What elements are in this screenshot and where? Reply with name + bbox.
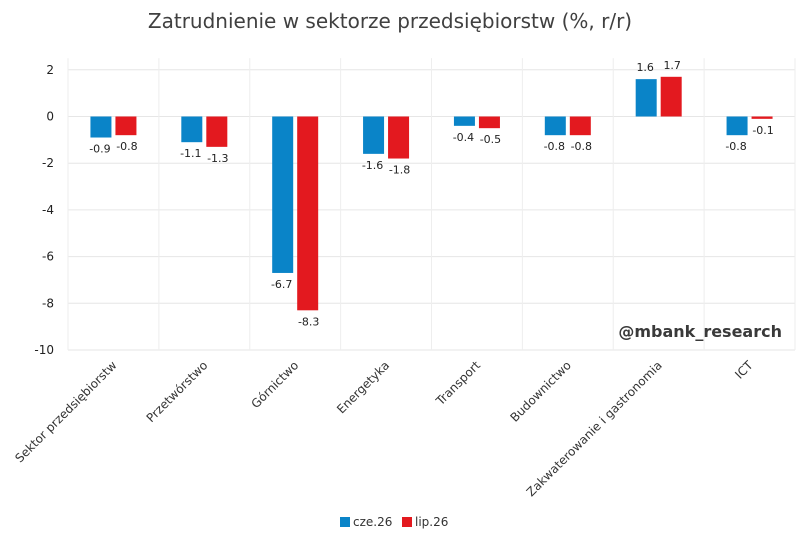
legend-swatch (402, 517, 412, 527)
legend-label: cze.26 (353, 515, 392, 529)
y-tick-label: -4 (42, 203, 54, 217)
x-tick-label: Przetwórstwo (144, 358, 211, 425)
data-label: -6.7 (271, 278, 292, 291)
legend-label: lip.26 (415, 515, 448, 529)
chart-title: Zatrudnienie w sektorze przedsiębiorstw … (148, 9, 632, 33)
watermark: @mbank_research (618, 322, 782, 341)
bar-lip.26 (478, 116, 500, 129)
data-label: -0.8 (116, 140, 137, 153)
data-label: -0.9 (89, 143, 110, 156)
data-label: -1.3 (207, 152, 228, 165)
y-tick-label: -8 (42, 296, 54, 310)
data-label: -0.8 (725, 140, 746, 153)
y-tick-label: 2 (46, 63, 54, 77)
x-tick-label: Sektor przedsiębiorstw (12, 358, 119, 465)
bar-cze.26 (90, 116, 112, 138)
bar-lip.26 (569, 116, 591, 136)
bar-cze.26 (181, 116, 203, 143)
bar-lip.26 (115, 116, 137, 136)
data-label: -0.8 (544, 140, 565, 153)
data-labels: -0.9 -0.8 -1.1 -1.3 -6.7 -8.3 -1.6 -1.8 -0.4 -0.5… (89, 59, 774, 328)
legend-swatch (340, 517, 350, 527)
y-tick-label: 0 (46, 110, 54, 124)
x-tick-label: Transport (433, 358, 484, 409)
bar-cze.26 (544, 116, 566, 136)
bar-lip.26 (388, 116, 410, 159)
legend: cze.26 lip.26 (340, 515, 448, 529)
x-tick-label: ICT (732, 358, 756, 382)
bar-cze.26 (635, 79, 657, 117)
y-axis: 2 0 -2 -4 -6 -8 -10 (34, 63, 54, 357)
data-label: -1.6 (362, 159, 383, 172)
y-tick-label: -2 (42, 156, 54, 170)
plot-area (90, 76, 773, 311)
data-label: -0.5 (480, 133, 501, 146)
data-label: -0.8 (571, 140, 592, 153)
x-tick-label: Budownictwo (507, 358, 573, 424)
y-tick-label: -6 (42, 250, 54, 264)
bar-lip.26 (660, 76, 682, 117)
x-tick-label: Górnictwo (248, 358, 301, 411)
bar-lip.26 (751, 116, 773, 119)
bar-cze.26 (363, 116, 385, 154)
y-tick-label: -10 (34, 343, 54, 357)
data-label: -8.3 (298, 315, 319, 328)
bar-cze.26 (272, 116, 294, 273)
data-label: -0.4 (453, 131, 474, 144)
data-label: -0.1 (752, 124, 773, 137)
data-label: 1.6 (636, 61, 654, 74)
bar-cze.26 (726, 116, 748, 136)
data-label: 1.7 (663, 59, 681, 72)
data-label: -1.1 (180, 147, 201, 160)
x-tick-label: Energetyka (334, 358, 392, 416)
bar-lip.26 (297, 116, 319, 311)
x-axis: Sektor przedsiębiorstw Przetwórstwo Górnic… (12, 358, 756, 500)
grid (67, 58, 796, 351)
data-label: -1.8 (389, 164, 410, 177)
bar-lip.26 (206, 116, 228, 147)
bar-cze.26 (453, 116, 475, 126)
